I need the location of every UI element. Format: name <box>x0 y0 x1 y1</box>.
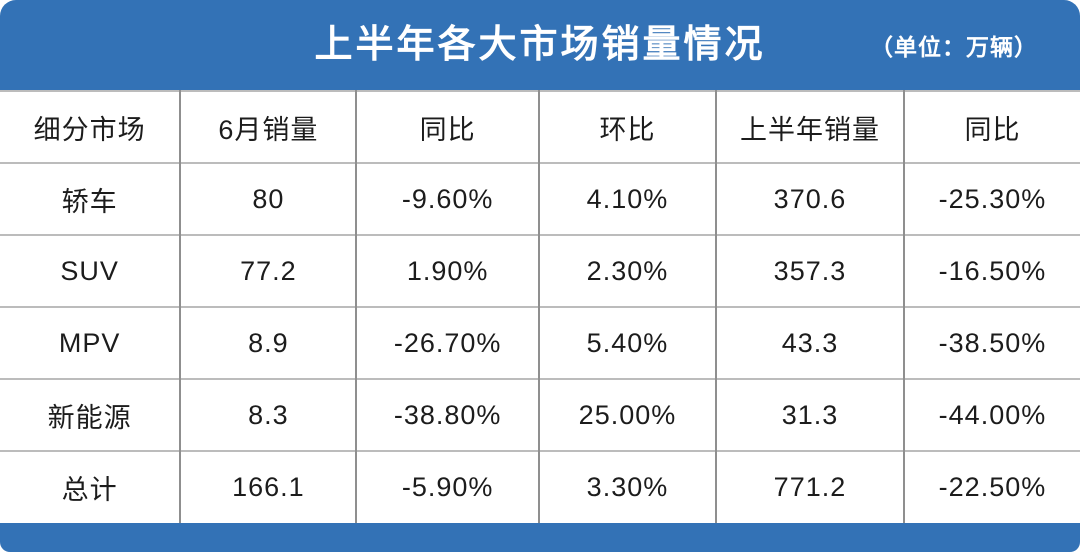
header-bar: 上半年各大市场销量情况 （单位：万辆） <box>0 0 1080 90</box>
cell-h1-yoy: -25.30% <box>903 162 1080 235</box>
column-header-h1-sales: 上半年销量 <box>716 90 905 163</box>
footer-bar <box>0 523 1080 552</box>
cell-h1-sales: 31.3 <box>716 378 905 451</box>
cell-june-sales: 77.2 <box>180 234 358 307</box>
cell-h1-sales: 357.3 <box>716 234 905 307</box>
cell-mom: 2.30% <box>538 234 718 307</box>
table-row: MPV 8.9 -26.70% 5.40% 43.3 -38.50% <box>0 306 1080 379</box>
cell-mom: 25.00% <box>538 378 718 451</box>
cell-yoy: -26.70% <box>356 306 540 379</box>
column-header-segment: 细分市场 <box>0 90 182 163</box>
cell-h1-yoy: -38.50% <box>903 306 1080 379</box>
table-row: 新能源 8.3 -38.80% 25.00% 31.3 -44.00% <box>0 378 1080 451</box>
cell-mom: 4.10% <box>538 162 718 235</box>
column-header-yoy: 同比 <box>356 90 540 163</box>
cell-h1-sales: 370.6 <box>716 162 905 235</box>
table-row-total: 总计 166.1 -5.90% 3.30% 771.2 -22.50% <box>0 450 1080 523</box>
cell-h1-yoy: -16.50% <box>903 234 1080 307</box>
table-row: SUV 77.2 1.90% 2.30% 357.3 -16.50% <box>0 234 1080 307</box>
cell-segment: 总计 <box>0 450 182 523</box>
cell-mom: 5.40% <box>538 306 718 379</box>
cell-yoy: 1.90% <box>356 234 540 307</box>
cell-yoy: -5.90% <box>356 450 540 523</box>
cell-june-sales: 80 <box>180 162 358 235</box>
page-title: 上半年各大市场销量情况 <box>314 24 766 66</box>
cell-h1-yoy: -22.50% <box>903 450 1080 523</box>
column-header-mom: 环比 <box>538 90 718 163</box>
table-row: 轿车 80 -9.60% 4.10% 370.6 -25.30% <box>0 162 1080 235</box>
cell-june-sales: 8.3 <box>180 378 358 451</box>
cell-mom: 3.30% <box>538 450 718 523</box>
table-header-row: 细分市场 6月销量 同比 环比 上半年销量 同比 <box>0 90 1080 163</box>
cell-june-sales: 8.9 <box>180 306 358 379</box>
cell-segment: SUV <box>0 234 182 307</box>
cell-yoy: -38.80% <box>356 378 540 451</box>
column-header-june-sales: 6月销量 <box>180 90 358 163</box>
cell-segment: 新能源 <box>0 378 182 451</box>
cell-june-sales: 166.1 <box>180 450 358 523</box>
unit-label: （单位：万辆） <box>870 34 1038 60</box>
cell-h1-sales: 771.2 <box>716 450 905 523</box>
cell-segment: 轿车 <box>0 162 182 235</box>
sales-table: 细分市场 6月销量 同比 环比 上半年销量 同比 轿车 80 -9.60% 4.… <box>0 90 1080 523</box>
cell-segment: MPV <box>0 306 182 379</box>
column-header-h1-yoy: 同比 <box>903 90 1080 163</box>
cell-yoy: -9.60% <box>356 162 540 235</box>
cell-h1-yoy: -44.00% <box>903 378 1080 451</box>
cell-h1-sales: 43.3 <box>716 306 905 379</box>
